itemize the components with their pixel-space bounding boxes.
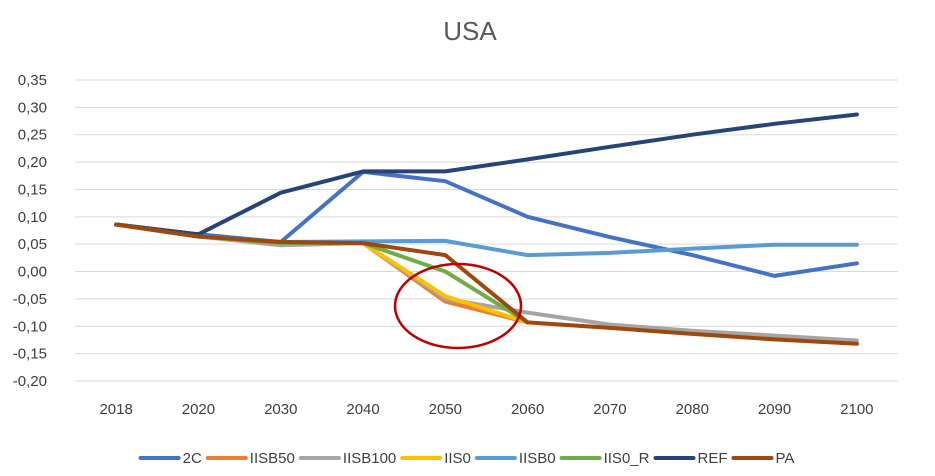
y-tick-label: -0,15 [13, 346, 47, 363]
legend-label: REF [698, 450, 728, 467]
y-tick-label: 0,05 [18, 236, 47, 253]
legend: 2C IISB50 IISB100 IIS0 IISB0 IIS0_R REF PA [138, 450, 795, 467]
y-tick-label: 0,15 [18, 181, 47, 198]
legend-label: IIS0 [444, 450, 471, 467]
x-tick-label: 2080 [676, 401, 709, 418]
series-line-iisb100 [114, 222, 859, 343]
legend-label: IISB50 [250, 450, 295, 467]
legend-label: PA [776, 450, 795, 467]
x-tick-label: 2030 [264, 401, 297, 418]
legend-item: IISB100 [298, 450, 396, 467]
y-tick-label: -0,20 [13, 373, 47, 390]
y-tick-label: -0,05 [13, 291, 47, 308]
legend-item: 2C [138, 450, 202, 467]
y-tick-label: 0,30 [18, 99, 47, 116]
series-line-ref [114, 112, 859, 237]
x-tick-label: 2070 [593, 401, 626, 418]
series-lines [114, 112, 859, 346]
y-tick-label: -0,10 [13, 318, 47, 335]
x-tick-label: 2020 [182, 401, 215, 418]
x-tick-label: 2100 [840, 401, 873, 418]
series-line-pa [114, 222, 859, 346]
x-tick-label: 2018 [99, 401, 132, 418]
x-tick-label: 2090 [758, 401, 791, 418]
legend-label: IISB100 [343, 450, 396, 467]
legend-item: REF [653, 450, 728, 467]
highlight-ellipse-annotation [393, 262, 523, 350]
y-tick-label: 0,35 [18, 72, 47, 89]
legend-item: PA [731, 450, 795, 467]
legend-label: IISB0 [519, 450, 556, 467]
series-line-2c [114, 169, 859, 278]
y-tick-label: 0,10 [18, 209, 47, 226]
y-tick-label: 0,20 [18, 154, 47, 171]
y-tick-label: 0,25 [18, 127, 47, 144]
x-tick-label: 2050 [429, 401, 462, 418]
y-tick-label: 0,00 [18, 264, 47, 281]
legend-label: IIS0_R [604, 450, 650, 467]
chart-title: USA [443, 16, 497, 46]
legend-item: IIS0_R [559, 450, 650, 467]
legend-item: IISB0 [474, 450, 556, 467]
x-tick-label: 2040 [346, 401, 379, 418]
y-axis-ticks: 0,35 0,30 0,25 0,20 0,15 0,10 0,05 0,00 -0,05 -0,… [13, 72, 47, 390]
x-tick-label: 2060 [511, 401, 544, 418]
legend-label: 2C [183, 450, 202, 467]
legend-item: IISB50 [205, 450, 295, 467]
x-axis-ticks: 2018 2020 2030 2040 2050 2060 2070 2080 2090 2100 [99, 401, 873, 418]
legend-item: IIS0 [400, 450, 471, 467]
